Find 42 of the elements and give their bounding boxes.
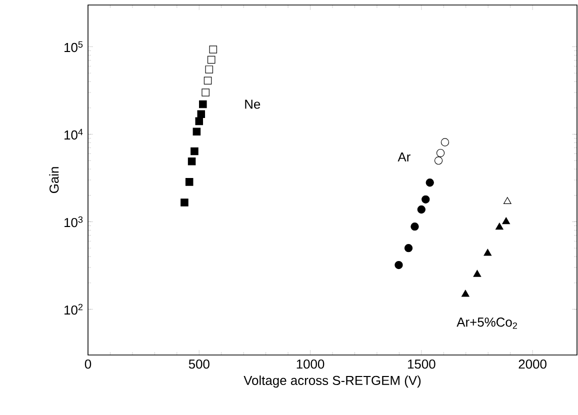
y-tick-label: 10$^{5}$ bbox=[64, 41, 83, 52]
point bbox=[202, 88, 210, 96]
point bbox=[496, 222, 504, 230]
point bbox=[204, 76, 212, 85]
point bbox=[205, 66, 214, 74]
x-axis-title: Voltage across S-RETGEM (V) bbox=[244, 376, 421, 388]
point bbox=[502, 217, 510, 224]
point bbox=[473, 270, 482, 277]
point bbox=[440, 138, 450, 146]
point bbox=[426, 178, 434, 187]
x-tick-label: 1500 bbox=[408, 360, 436, 369]
point bbox=[461, 290, 470, 297]
y-tick-label: 10$^{3}$ bbox=[64, 216, 83, 228]
point bbox=[404, 244, 413, 252]
x-tick-label: 1000 bbox=[296, 360, 324, 369]
point bbox=[410, 222, 419, 231]
point bbox=[197, 110, 206, 118]
x-tick-label: 2000 bbox=[518, 360, 546, 369]
y-tick-label: 10$^{4}$ bbox=[64, 128, 83, 140]
point bbox=[199, 100, 207, 108]
point bbox=[190, 147, 198, 156]
point bbox=[394, 260, 403, 270]
point bbox=[180, 198, 188, 206]
point bbox=[422, 195, 430, 204]
x-tick-label: 500 bbox=[188, 360, 210, 369]
point bbox=[209, 46, 218, 54]
point bbox=[207, 56, 216, 64]
point bbox=[504, 197, 512, 204]
text: Ne bbox=[245, 100, 260, 109]
x-tick-label: 0 bbox=[84, 360, 92, 369]
point bbox=[192, 128, 201, 136]
point bbox=[417, 205, 426, 214]
point bbox=[185, 178, 194, 186]
point bbox=[434, 156, 443, 165]
series-label: Ar+5%Co$_{2}$ bbox=[456, 318, 517, 329]
point bbox=[195, 117, 204, 126]
point bbox=[436, 148, 445, 158]
point bbox=[484, 248, 492, 256]
y-axis-title: Gain bbox=[49, 167, 59, 194]
y-tick-label: 10$^{2}$ bbox=[64, 304, 83, 315]
series-label: Ar bbox=[398, 152, 410, 162]
point bbox=[188, 157, 196, 166]
